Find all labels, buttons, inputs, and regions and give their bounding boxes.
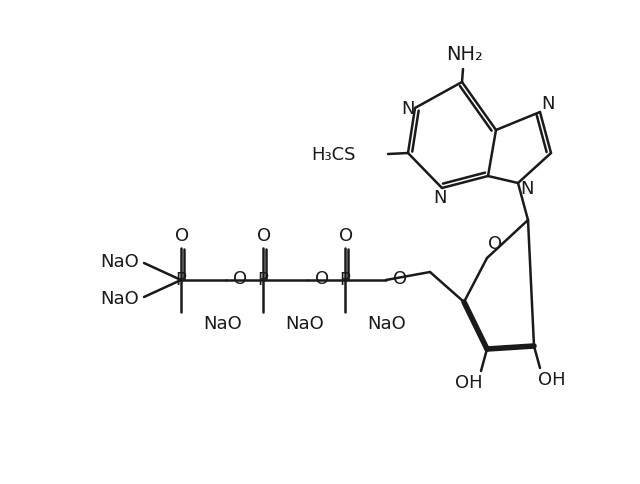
Text: P: P — [257, 271, 268, 289]
Text: N: N — [520, 180, 534, 198]
Text: O: O — [393, 270, 407, 288]
Text: N: N — [541, 95, 555, 113]
Text: OH: OH — [538, 371, 566, 389]
Text: P: P — [175, 271, 186, 289]
Text: NaO: NaO — [100, 253, 139, 271]
Text: NaO: NaO — [100, 290, 139, 308]
Text: N: N — [433, 189, 447, 207]
Text: OH: OH — [455, 374, 483, 392]
Text: H₃CS: H₃CS — [312, 146, 356, 164]
Text: NaO: NaO — [367, 315, 406, 333]
Text: O: O — [339, 227, 353, 245]
Text: NaO: NaO — [203, 315, 242, 333]
Text: O: O — [233, 270, 247, 288]
Text: O: O — [488, 235, 502, 253]
Text: O: O — [257, 227, 271, 245]
Text: O: O — [315, 270, 329, 288]
Text: P: P — [340, 271, 351, 289]
Text: O: O — [175, 227, 189, 245]
Text: NaO: NaO — [285, 315, 324, 333]
Text: N: N — [401, 100, 415, 118]
Text: NH₂: NH₂ — [447, 45, 483, 63]
